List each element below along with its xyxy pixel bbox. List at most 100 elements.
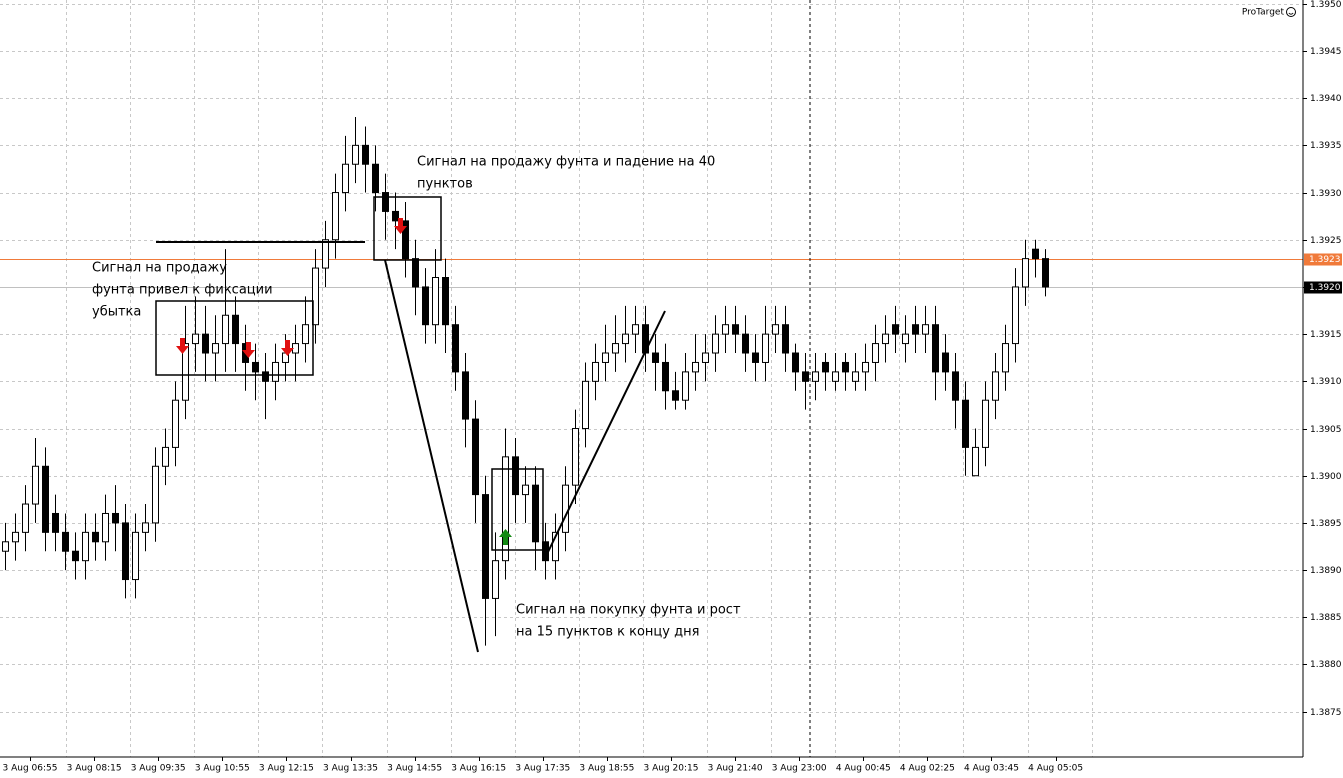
- candle-body: [692, 361, 699, 373]
- candle-body: [732, 324, 739, 335]
- x-tick-label: 3 Aug 21:40: [708, 764, 763, 774]
- candle-body: [2, 541, 9, 552]
- candle-body: [962, 399, 969, 448]
- candle-body: [232, 314, 239, 345]
- x-tick-label: 4 Aug 05:05: [1028, 764, 1083, 774]
- candle-body: [492, 560, 499, 599]
- candle-body: [312, 267, 319, 326]
- candle-body: [772, 324, 779, 335]
- candle-body: [422, 286, 429, 326]
- current-price-bg: [1304, 281, 1342, 294]
- candle-body: [662, 361, 669, 392]
- x-tick-label: 4 Aug 03:45: [964, 764, 1019, 774]
- signal-box: [373, 196, 442, 261]
- candle-body: [652, 352, 659, 363]
- y-tick-label: 1.3940: [1310, 94, 1342, 104]
- y-tick-label: 1.3885: [1310, 613, 1342, 623]
- candle-body: [522, 484, 529, 496]
- sell-arrow: [394, 218, 407, 234]
- x-tick-label: 3 Aug 08:15: [67, 764, 122, 774]
- x-tick-label: 3 Aug 16:15: [451, 764, 506, 774]
- candle-body: [162, 446, 169, 467]
- candle-body: [532, 484, 539, 543]
- candle-body: [502, 456, 509, 562]
- candle-body: [862, 361, 869, 373]
- candle-body: [822, 361, 829, 373]
- x-tick-label: 3 Aug 14:55: [387, 764, 442, 774]
- level-label-bg: [1304, 253, 1342, 266]
- sell-arrows: [176, 218, 407, 358]
- candle-body: [622, 333, 629, 345]
- candle-body: [582, 380, 589, 430]
- x-tick-label: 3 Aug 23:00: [772, 764, 827, 774]
- annotation: убытка: [92, 305, 141, 320]
- candle-body: [82, 531, 89, 562]
- candle-body: [602, 352, 609, 363]
- candle-body: [112, 512, 119, 524]
- candle-body: [792, 352, 799, 373]
- candle-body: [32, 465, 39, 505]
- x-tick-label: 4 Aug 02:25: [900, 764, 955, 774]
- annotation: Сигнал на продажу фунта и падение на 40: [417, 155, 715, 170]
- candle-body: [952, 371, 959, 401]
- candle-body: [902, 333, 909, 345]
- candle-body: [322, 239, 329, 269]
- y-tick-label: 1.3910: [1310, 377, 1342, 387]
- smiley: [1286, 7, 1296, 17]
- y-tick-label: 1.3950: [1310, 0, 1342, 10]
- candle-body: [932, 324, 939, 373]
- y-tick-label: 1.3915: [1310, 330, 1342, 340]
- candle-body: [712, 333, 719, 354]
- candle-body: [212, 343, 219, 354]
- x-tick-label: 3 Aug 20:15: [644, 764, 699, 774]
- x-tick-label: 3 Aug 18:55: [579, 764, 634, 774]
- current-price-label: 1.3920: [1309, 283, 1341, 293]
- candle-body: [552, 531, 559, 562]
- y-tick-label: 1.3945: [1310, 47, 1342, 57]
- candle-body: [802, 371, 809, 382]
- candle-body: [202, 333, 209, 354]
- candle-body: [482, 494, 489, 599]
- candle-body: [832, 371, 839, 382]
- candle-body: [102, 512, 109, 543]
- candle-body: [432, 277, 439, 326]
- candle-body: [852, 371, 859, 382]
- candle-body: [72, 550, 79, 562]
- candle-body: [122, 522, 129, 581]
- vertical-grid: [0, 0, 1303, 757]
- candle-body: [472, 418, 479, 496]
- candle-body: [1022, 258, 1029, 288]
- y-tick-label: 1.3905: [1310, 425, 1342, 435]
- candle-body: [362, 144, 369, 165]
- annotation: фунта привел к фиксации: [92, 283, 273, 298]
- candle-body: [1042, 258, 1049, 288]
- candle-body: [152, 465, 159, 524]
- candle-body: [812, 371, 819, 382]
- candle-body: [922, 324, 929, 335]
- watermark: ProTarget: [1242, 8, 1285, 18]
- candle-body: [372, 163, 379, 194]
- signal-box: [155, 300, 314, 376]
- sell-arrow: [176, 338, 189, 354]
- annotation: Сигнал на продажу: [92, 261, 227, 276]
- candle-body: [462, 371, 469, 420]
- candle-body: [12, 531, 19, 543]
- annotation: пунктов: [417, 177, 473, 192]
- candle-body: [512, 456, 519, 496]
- candle-body: [632, 324, 639, 335]
- y-tick-label: 1.3930: [1310, 189, 1342, 199]
- y-tick-label: 1.3925: [1310, 236, 1342, 246]
- candle-body: [222, 314, 229, 345]
- candle-body: [992, 371, 999, 401]
- y-tick-label: 1.3900: [1310, 472, 1342, 482]
- drawings: [155, 196, 666, 653]
- signal-box: [491, 468, 544, 551]
- candle-body: [172, 399, 179, 448]
- level-label: 1.3923: [1309, 255, 1341, 265]
- candle-body: [782, 324, 789, 354]
- candle-body: [332, 192, 339, 241]
- x-tick-label: 3 Aug 06:55: [3, 764, 58, 774]
- x-tick-label: 3 Aug 09:35: [131, 764, 186, 774]
- candle-body: [442, 277, 449, 326]
